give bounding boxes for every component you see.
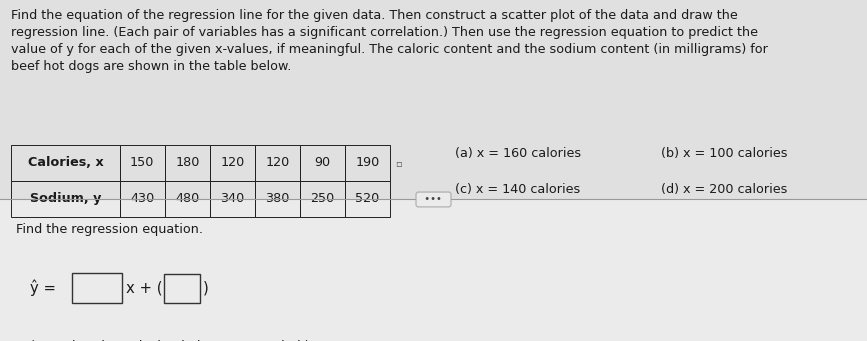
Bar: [120, 181, 165, 217]
Text: Find the equation of the regression line for the given data. Then construct a sc: Find the equation of the regression line…: [11, 9, 768, 73]
Text: 250: 250: [310, 192, 335, 205]
Text: 340: 340: [220, 192, 244, 205]
Text: Sodium, y: Sodium, y: [29, 192, 101, 205]
Bar: [255, 145, 300, 181]
Text: (d) x = 200 calories: (d) x = 200 calories: [661, 183, 787, 196]
Text: 150: 150: [130, 156, 154, 169]
Text: 480: 480: [175, 192, 199, 205]
Text: 90: 90: [315, 156, 330, 169]
Text: (b) x = 100 calories: (b) x = 100 calories: [661, 147, 787, 160]
Text: 520: 520: [355, 192, 380, 205]
Text: (a) x = 160 calories: (a) x = 160 calories: [455, 147, 581, 160]
Bar: [345, 181, 390, 217]
Bar: [165, 145, 210, 181]
Text: •••: •••: [419, 194, 448, 205]
Text: Find the regression equation.: Find the regression equation.: [16, 223, 203, 236]
Bar: [165, 181, 210, 217]
Text: 380: 380: [265, 192, 290, 205]
Text: ŷ =: ŷ =: [30, 280, 56, 296]
Text: 190: 190: [355, 156, 380, 169]
Text: 180: 180: [175, 156, 199, 169]
Bar: [11, 145, 120, 181]
Bar: [120, 145, 165, 181]
Text: x + (: x + (: [126, 281, 162, 296]
Text: (c) x = 140 calories: (c) x = 140 calories: [455, 183, 580, 196]
Bar: [300, 181, 345, 217]
Bar: [345, 145, 390, 181]
Text: ▫: ▫: [395, 158, 402, 168]
Bar: [210, 181, 255, 217]
Bar: [72, 273, 122, 303]
Bar: [300, 145, 345, 181]
Text: 120: 120: [265, 156, 290, 169]
Text: (Round to three decimal places as needed.): (Round to three decimal places as needed…: [30, 340, 310, 341]
Bar: [11, 181, 120, 217]
Bar: [164, 273, 200, 303]
Text: 430: 430: [130, 192, 154, 205]
Bar: [255, 181, 300, 217]
Text: Calories, x: Calories, x: [28, 156, 103, 169]
Text: 120: 120: [220, 156, 244, 169]
Text: ): ): [203, 281, 209, 296]
Bar: [210, 145, 255, 181]
